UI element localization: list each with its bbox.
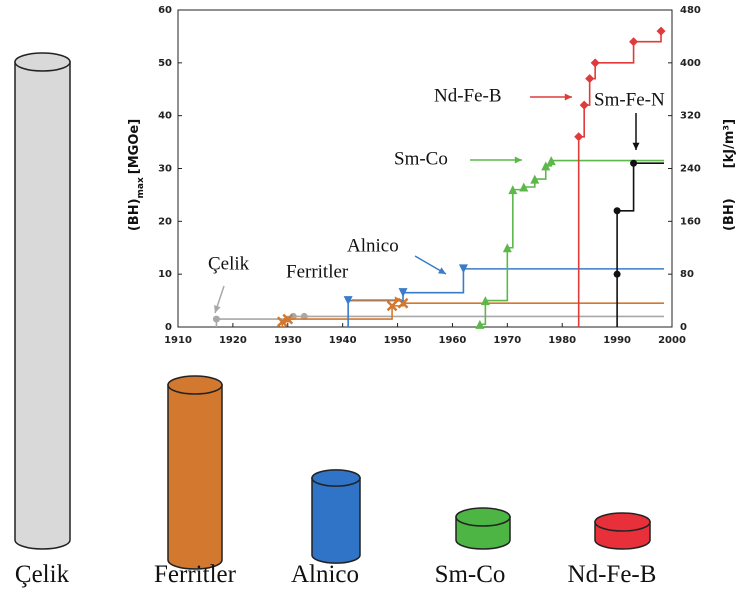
y2-tick-label: 80 [680,269,694,280]
series-annotation: Nd-Fe-B [434,85,502,106]
marker [580,101,589,110]
y2-tick-label: 240 [680,164,701,175]
y-tick-label: 60 [158,5,172,16]
x-tick-label: 2000 [658,335,686,346]
cylinder-top [595,513,650,531]
marker [614,271,621,278]
y-label-main: (BH) [127,198,142,231]
marker [585,74,594,83]
figure: (BH)max[MGOe] (BH)[kJ/m³] ÇelikFerritler… [0,0,740,592]
cylinder-body [15,62,70,549]
series-annotation: Alnico [347,235,399,256]
y-tick-label: 30 [158,164,172,175]
cylinder-body [312,478,360,563]
y-label-sub: max [136,177,146,198]
y-axis-label: (BH)max [MGOe] [127,119,146,231]
marker [591,58,600,67]
y-tick-label: 0 [165,322,172,333]
y2-tick-label: 320 [680,111,701,122]
y-label-unit: [MGOe] [127,119,142,174]
annotation-arrowhead [633,143,640,150]
x-tick-label: 1990 [603,335,631,346]
marker [630,160,637,167]
y2-axis-label: (BH) [kJ/m³] [722,119,737,231]
annotation-arrowhead [565,94,572,101]
cylinder-top [168,376,222,394]
y-tick-label: 50 [158,58,172,69]
series-annotation: Ferritler [286,261,349,282]
y-tick-label: 40 [158,111,172,122]
cylinder-body [168,385,222,569]
y2-tick-label: 0 [680,322,687,333]
cylinder-top [312,470,360,486]
y-tick-label: 20 [158,216,172,227]
marker [657,27,666,36]
annotation-arrowhead [515,157,522,164]
y2-tick-label: 160 [680,216,701,227]
marker [629,37,638,46]
x-tick-label: 1930 [274,335,302,346]
marker [213,316,220,323]
series-annotation: Sm-Co [394,148,448,169]
marker [614,207,621,214]
magnet-label: Nd-Fe-B [568,561,657,588]
cylinder-top [456,508,510,526]
x-tick-label: 1970 [493,335,521,346]
magnet-label: Alnico [291,561,359,588]
y2-tick-label: 480 [680,5,701,16]
marker [574,132,583,141]
annotation-arrowhead [214,305,221,313]
x-tick-label: 1960 [439,335,467,346]
y-tick-label: 10 [158,269,172,280]
step-line [579,31,664,327]
magnet-label: Ferritler [154,561,237,588]
x-tick-label: 1980 [548,335,576,346]
y2-label-main: (BH) [722,198,737,231]
magnet-cylinders: Çelik Ferritler Alnico Sm-Co Nd-Fe-B [15,53,657,588]
x-tick-label: 1920 [219,335,247,346]
x-tick-label: 1910 [164,335,192,346]
x-tick-label: 1950 [384,335,412,346]
magnet-label: Sm-Co [435,561,506,588]
cylinder-top [15,53,70,71]
series-annotation: Sm-Fe-N [594,89,665,110]
y2-tick-label: 400 [680,58,701,69]
y2-label-unit: [kJ/m³] [722,119,737,168]
magnet-label: Çelik [15,561,70,588]
step-line [282,303,664,327]
x-tick-label: 1940 [329,335,357,346]
series-annotation: Çelik [208,253,250,274]
